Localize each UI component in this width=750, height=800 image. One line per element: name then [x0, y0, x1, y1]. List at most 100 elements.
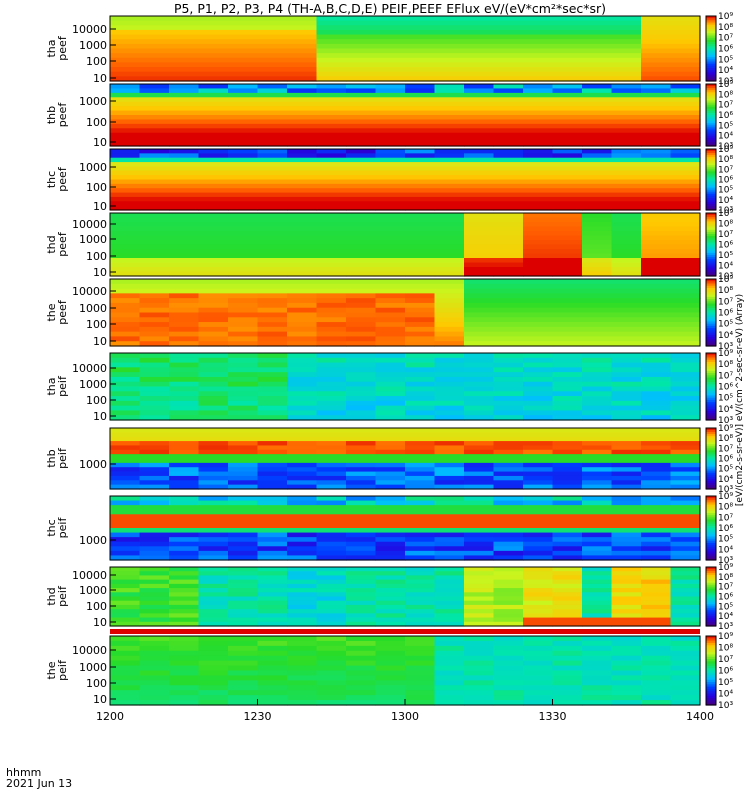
heatmap-cell	[493, 496, 524, 502]
heatmap-cell	[582, 110, 613, 116]
colorbar-cell	[706, 525, 716, 529]
heatmap-cell	[375, 505, 406, 511]
heatmap-cell	[346, 188, 377, 194]
heatmap-cell	[552, 53, 583, 59]
heatmap-cell	[493, 92, 524, 98]
heatmap-cell	[198, 695, 229, 701]
heatmap-cell	[434, 84, 465, 90]
heatmap-cell	[464, 331, 495, 338]
heatmap-cell	[552, 518, 583, 525]
heatmap-cell	[582, 153, 613, 159]
heatmap-cell	[346, 249, 377, 255]
heatmap-cell	[582, 162, 613, 168]
heatmap-cell	[316, 29, 347, 36]
colorbar-cell	[706, 379, 716, 383]
panel-probe-label: thb	[45, 106, 58, 124]
heatmap-cell	[670, 475, 701, 481]
heatmap-cell	[316, 636, 347, 642]
heatmap-cell	[464, 39, 495, 45]
heatmap-cell	[287, 106, 318, 112]
heatmap-cell	[405, 500, 436, 506]
heatmap-cell	[375, 97, 406, 103]
colorbar-cell	[706, 165, 716, 168]
heatmap-cell	[464, 205, 495, 211]
heatmap-cell	[552, 240, 583, 246]
heatmap-cell	[198, 475, 229, 481]
colorbar-cell	[706, 263, 716, 267]
colorbar-cell	[706, 406, 716, 410]
colorbar-cell	[706, 456, 716, 460]
heatmap-cell	[405, 353, 436, 359]
heatmap-cell	[641, 25, 672, 31]
heatmap-cell	[169, 34, 200, 40]
y-tick-label: 1000	[79, 39, 107, 52]
heatmap-cell	[641, 137, 672, 143]
heatmap-cell	[611, 372, 642, 378]
heatmap-cell	[287, 188, 318, 194]
heatmap-cell	[346, 432, 377, 438]
colorbar-cell	[706, 361, 716, 365]
heatmap-cell	[346, 341, 377, 347]
heatmap-cell	[169, 253, 200, 259]
colorbar-cell	[706, 649, 716, 653]
heatmap-cell	[434, 175, 465, 181]
heatmap-cell	[287, 217, 318, 223]
heatmap-cell	[198, 523, 229, 529]
heatmap-cell	[346, 196, 377, 202]
heatmap-cell	[139, 428, 170, 433]
heatmap-cell	[110, 43, 141, 50]
heatmap-cell	[493, 97, 524, 103]
heatmap-cell	[464, 213, 495, 219]
heatmap-cell	[169, 655, 200, 662]
heatmap-cell	[641, 484, 672, 490]
heatmap-cell	[375, 357, 406, 364]
heatmap-cell	[169, 322, 200, 328]
heatmap-cell	[375, 157, 406, 163]
heatmap-cell	[611, 157, 642, 163]
heatmap-cell	[405, 283, 436, 290]
heatmap-cell	[257, 132, 288, 138]
heatmap-cell	[641, 471, 672, 477]
heatmap-cell	[405, 331, 436, 338]
colorbar-cell	[706, 576, 716, 580]
heatmap-cell	[198, 132, 229, 138]
heatmap-cell	[434, 110, 465, 116]
heatmap-cell	[316, 267, 347, 273]
heatmap-cell	[110, 240, 141, 246]
heatmap-cell	[582, 571, 613, 577]
heatmap-cell	[257, 636, 288, 642]
heatmap-cell	[611, 500, 642, 506]
heatmap-cell	[611, 650, 642, 657]
heatmap-cell	[110, 302, 141, 309]
colorbar-cell	[706, 135, 716, 139]
heatmap-cell	[257, 621, 288, 627]
heatmap-cell	[611, 106, 642, 112]
heatmap-cell	[375, 675, 406, 681]
heatmap-cell	[434, 445, 465, 451]
heatmap-cell	[287, 162, 318, 168]
heatmap-cell	[552, 244, 583, 250]
heatmap-cell	[582, 279, 613, 285]
heatmap-cell	[493, 613, 524, 619]
heatmap-cell	[257, 76, 288, 82]
heatmap-cell	[346, 57, 377, 64]
heatmap-cell	[287, 680, 318, 686]
heatmap-cell	[287, 71, 318, 77]
heatmap-cell	[523, 550, 554, 557]
colorbar-cell	[706, 373, 716, 376]
heatmap-cell	[169, 617, 200, 623]
colorbar-cell	[706, 502, 716, 506]
colorbar-cell	[706, 647, 716, 651]
heatmap-cell	[169, 415, 200, 421]
heatmap-cell	[375, 336, 406, 342]
heatmap-cell	[139, 505, 170, 511]
heatmap-cell	[523, 20, 554, 26]
heatmap-cell	[287, 528, 318, 534]
heatmap-cell	[287, 617, 318, 623]
heatmap-cell	[464, 25, 495, 31]
colorbar-cell	[706, 553, 716, 557]
heatmap-cell	[552, 376, 583, 383]
heatmap-cell	[523, 312, 554, 318]
heatmap-cell	[257, 454, 288, 460]
heatmap-cell	[257, 249, 288, 255]
